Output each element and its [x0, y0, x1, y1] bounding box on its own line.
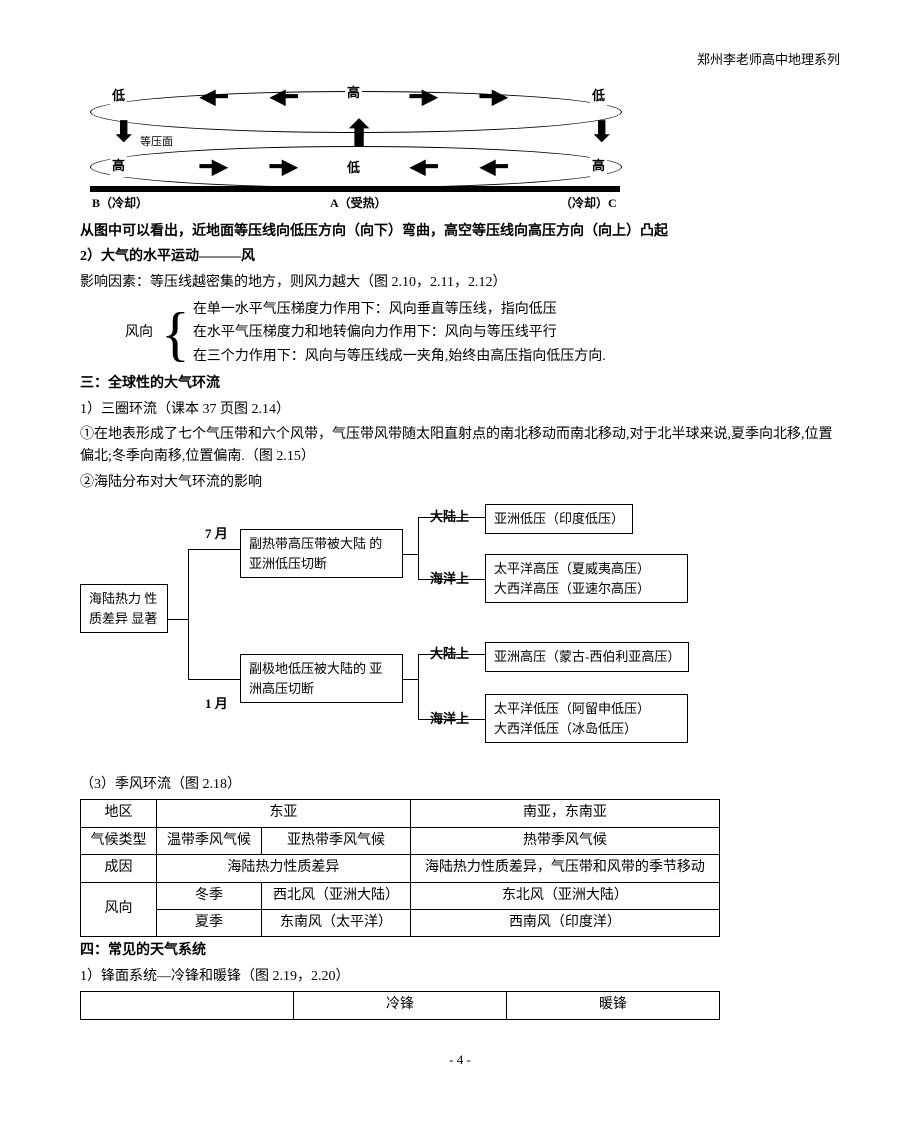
body-text: 在单一水平气压梯度力作用下：风向垂直等压线，指向低压 [193, 299, 606, 321]
table-cell: 温带季风气候 [156, 827, 261, 854]
diagram-label: 高 [590, 156, 607, 177]
body-text: 在水平气压梯度力和地转偏向力作用下：风向与等压线平行 [193, 322, 606, 344]
page-number: - 4 - [80, 1050, 840, 1071]
table-cell: 暖锋 [507, 992, 720, 1019]
table-cell: 冬季 [156, 882, 261, 909]
diagram-label: A（受热） [330, 194, 387, 213]
table-cell [81, 992, 294, 1019]
diagram-label: （冷却）C [560, 194, 617, 213]
table-cell: 气候类型 [81, 827, 157, 854]
diagram-label: 高 [345, 83, 362, 104]
body-text: 影响因素：等压线越密集的地方，则风力越大（图 2.10，2.11，2.12） [80, 272, 840, 294]
flow-box: 亚洲高压（蒙古-西伯利亚高压） [485, 642, 689, 672]
table-cell: 东亚 [156, 800, 410, 827]
diagram-label: 低 [110, 86, 127, 107]
wind-label: 风向 [125, 322, 158, 344]
section-heading: 四：常见的天气系统 [80, 940, 840, 962]
diagram-label: B（冷却） [92, 194, 148, 213]
flow-box: 海陆热力 性质差异 显著 [80, 584, 168, 633]
body-text: 在三个力作用下：风向与等压线成一夹角,始终由高压指向低压方向. [193, 346, 606, 368]
diagram-label: 高 [110, 156, 127, 177]
series-header: 郑州李老师高中地理系列 [80, 50, 840, 71]
table-cell: 成因 [81, 855, 157, 882]
table-cell: 热带季风气候 [410, 827, 719, 854]
table-cell: 海陆热力性质差异 [156, 855, 410, 882]
body-text: 1）锋面系统—冷锋和暖锋（图 2.19，2.20） [80, 966, 840, 988]
table-cell: 夏季 [156, 910, 261, 937]
monsoon-table: 地区东亚南亚，东南亚气候类型温带季风气候亚热带季风气候热带季风气候成因海陆热力性… [80, 799, 720, 937]
isobaric-label: 等压面 [138, 134, 175, 152]
section-heading: 三：全球性的大气环流 [80, 373, 840, 395]
flow-label: 7 月 [205, 524, 228, 545]
body-text: ①在地表形成了七个气压带和六个风带，气压带风带随太阳直射点的南北移动而南北移动,… [80, 424, 840, 469]
table-cell: 地区 [81, 800, 157, 827]
table-cell: 东北风（亚洲大陆） [410, 882, 719, 909]
section-heading: 2）大气的水平运动———风 [80, 246, 840, 268]
thermal-circulation-diagram: 低 高 低 ◀━ ◀━ ━▶ ━▶ 等压面 高 低 高 ━▶ ━▶ ◀━ ◀━ … [80, 86, 630, 216]
flow-box: 亚洲低压（印度低压） [485, 504, 633, 534]
table-cell: 海陆热力性质差异，气压带和风带的季节移动 [410, 855, 719, 882]
diagram-caption: 从图中可以看出，近地面等压线向低压方向（向下）弯曲，高空等压线向高压方向（向上）… [80, 221, 840, 243]
table-cell: 亚热带季风气候 [262, 827, 411, 854]
body-text: 1）三圈环流（课本 37 页图 2.14） [80, 399, 840, 421]
table-cell: 西北风（亚洲大陆） [262, 882, 411, 909]
body-text: ②海陆分布对大气环流的影响 [80, 472, 840, 494]
flow-box: 副极地低压被大陆的 亚洲高压切断 [240, 654, 403, 703]
flow-box: 太平洋高压（夏威夷高压） 大西洋高压（亚速尔高压） [485, 554, 688, 603]
body-text: （3）季风环流（图 2.18） [80, 774, 840, 796]
table-cell: 南亚，东南亚 [410, 800, 719, 827]
wind-direction-block: 风向 { 在单一水平气压梯度力作用下：风向垂直等压线，指向低压 在水平气压梯度力… [80, 298, 840, 369]
table-cell: 东南风（太平洋） [262, 910, 411, 937]
flow-label: 1 月 [205, 694, 228, 715]
diagram-label: 低 [590, 86, 607, 107]
flow-box: 太平洋低压（阿留申低压） 大西洋低压（冰岛低压） [485, 694, 688, 743]
table-cell: 风向 [81, 882, 157, 937]
brace-icon: { [158, 304, 193, 364]
table-cell: 西南风（印度洋） [410, 910, 719, 937]
front-table: 冷锋 暖锋 [80, 991, 720, 1019]
flow-box: 副热带高压带被大陆 的亚洲低压切断 [240, 529, 403, 578]
table-cell: 冷锋 [294, 992, 507, 1019]
circulation-flowchart: 海陆热力 性质差异 显著 7 月 副热带高压带被大陆 的亚洲低压切断 1 月 副… [80, 504, 760, 764]
